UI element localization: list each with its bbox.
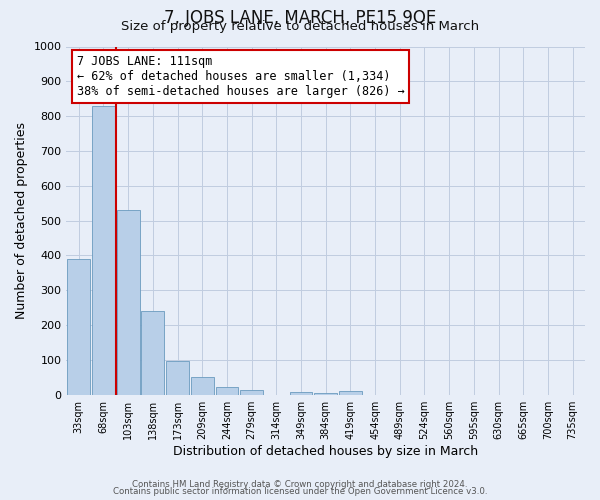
Text: 7, JOBS LANE, MARCH, PE15 9QE: 7, JOBS LANE, MARCH, PE15 9QE <box>164 9 436 27</box>
Text: Contains public sector information licensed under the Open Government Licence v3: Contains public sector information licen… <box>113 487 487 496</box>
Bar <box>290 392 313 394</box>
Bar <box>166 361 189 394</box>
Bar <box>314 392 337 394</box>
Bar <box>240 390 263 394</box>
Bar <box>92 106 115 395</box>
Bar <box>67 259 90 394</box>
Bar <box>191 376 214 394</box>
Bar <box>215 387 238 394</box>
X-axis label: Distribution of detached houses by size in March: Distribution of detached houses by size … <box>173 444 478 458</box>
Text: Size of property relative to detached houses in March: Size of property relative to detached ho… <box>121 20 479 33</box>
Text: 7 JOBS LANE: 111sqm
← 62% of detached houses are smaller (1,334)
38% of semi-det: 7 JOBS LANE: 111sqm ← 62% of detached ho… <box>77 55 404 98</box>
Text: Contains HM Land Registry data © Crown copyright and database right 2024.: Contains HM Land Registry data © Crown c… <box>132 480 468 489</box>
Bar <box>117 210 140 394</box>
Bar <box>142 311 164 394</box>
Y-axis label: Number of detached properties: Number of detached properties <box>15 122 28 319</box>
Bar <box>339 391 362 394</box>
